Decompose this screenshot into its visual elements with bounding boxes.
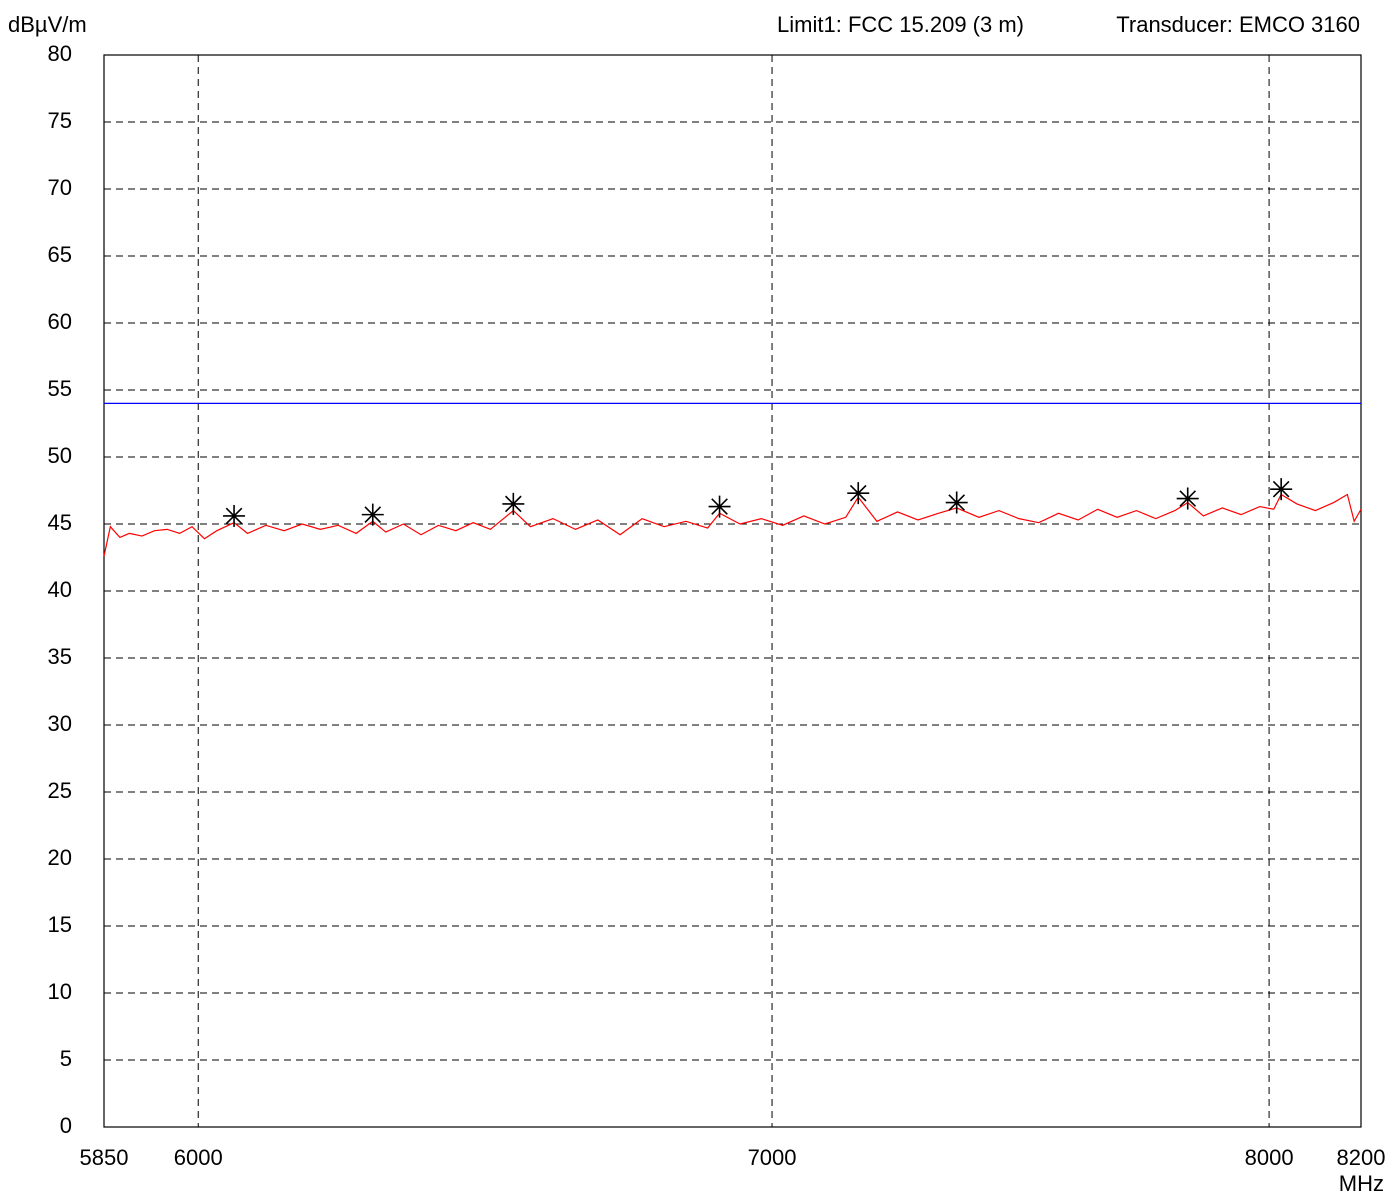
y-tick-label: 55 xyxy=(48,376,72,401)
y-tick-label: 25 xyxy=(48,778,72,803)
y-tick-label: 65 xyxy=(48,242,72,267)
y-tick-label: 80 xyxy=(48,41,72,66)
y-tick-label: 30 xyxy=(48,711,72,736)
y-tick-label: 0 xyxy=(60,1113,72,1138)
y-tick-label: 40 xyxy=(48,577,72,602)
peak-marker xyxy=(708,495,731,518)
y-tick-label: 70 xyxy=(48,175,72,200)
peak-marker xyxy=(847,482,870,505)
y-tick-label: 50 xyxy=(48,443,72,468)
peak-marker xyxy=(223,504,246,527)
y-tick-label: 45 xyxy=(48,510,72,535)
y-axis-label: dBµV/m xyxy=(8,12,87,37)
y-tick-label: 75 xyxy=(48,108,72,133)
trace xyxy=(103,493,1362,557)
y-tick-label: 35 xyxy=(48,644,72,669)
peak-marker xyxy=(1270,478,1293,501)
x-tick-label: 7000 xyxy=(748,1145,797,1170)
peak-marker xyxy=(1176,487,1199,510)
peak-marker xyxy=(361,503,384,526)
x-tick-label: 6000 xyxy=(174,1145,223,1170)
y-tick-label: 15 xyxy=(48,912,72,937)
x-tick-label: 8000 xyxy=(1245,1145,1294,1170)
y-tick-label: 60 xyxy=(48,309,72,334)
plot-frame xyxy=(103,54,1362,1128)
peak-marker xyxy=(945,491,968,514)
limit-annotation: Limit1: FCC 15.209 (3 m) xyxy=(777,12,1024,37)
y-tick-label: 10 xyxy=(48,979,72,1004)
x-tick-label: 8200 xyxy=(1337,1145,1386,1170)
transducer-annotation: Transducer: EMCO 3160 xyxy=(1116,12,1360,37)
peak-marker xyxy=(502,492,525,515)
y-tick-label: 20 xyxy=(48,845,72,870)
x-tick-label: 5850 xyxy=(80,1145,129,1170)
x-axis-label: MHz xyxy=(1339,1171,1384,1196)
y-tick-label: 5 xyxy=(60,1046,72,1071)
